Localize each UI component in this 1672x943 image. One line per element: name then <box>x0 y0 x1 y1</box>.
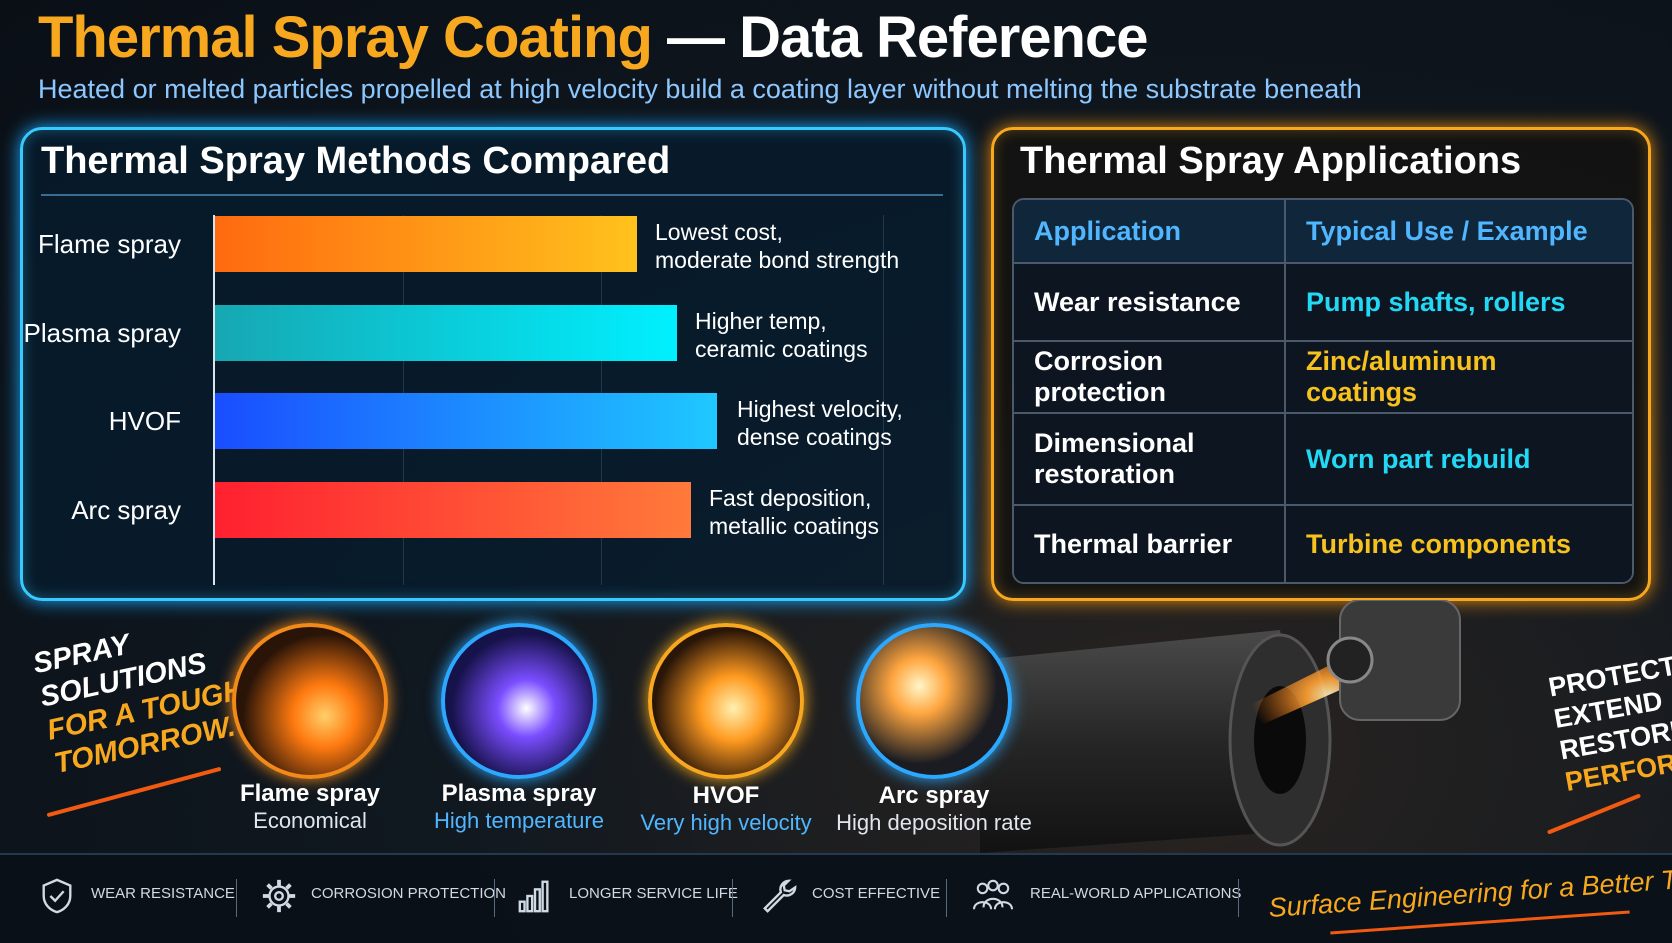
example-cell: Pump shafts, rollers <box>1284 262 1632 340</box>
application-cell: Dimensional restoration <box>1014 412 1284 504</box>
application-cell: Corrosion protection <box>1014 340 1284 412</box>
example-cell: Zinc/aluminum coatings <box>1284 340 1632 412</box>
grid-line <box>883 215 884 585</box>
footer-divider <box>946 879 947 917</box>
bar-label-plasma: Plasma spray <box>23 318 182 348</box>
hvof-spray-image <box>648 623 804 779</box>
column-header-example: Typical Use / Example <box>1284 200 1632 262</box>
column-header-application: Application <box>1014 200 1284 262</box>
footer-divider <box>494 879 495 917</box>
footer-item: COST EFFECTIVE <box>812 885 941 902</box>
title-divider <box>41 194 943 196</box>
people-icon <box>972 879 1014 910</box>
shield-check-icon <box>42 878 72 914</box>
footer-divider <box>1238 879 1239 917</box>
arc-spray-image <box>856 623 1012 779</box>
applications-panel-title: Thermal Spray Applications <box>1020 140 1522 182</box>
chart-axis <box>213 215 215 585</box>
methods-panel-title: Thermal Spray Methods Compared <box>41 140 671 182</box>
bar-chart-icon <box>518 880 549 913</box>
plasma-spray-image <box>441 623 597 779</box>
bar-flame <box>215 216 637 272</box>
bar-hvof <box>215 393 717 449</box>
footer-item: REAL-WORLD APPLICATIONS <box>1030 885 1242 902</box>
footer-bar: WEAR RESISTANCE CORROSION PROTECTION LON… <box>0 853 1672 943</box>
example-cell: Turbine components <box>1284 504 1632 582</box>
footer-item: CORROSION PROTECTION <box>311 885 507 902</box>
method-sub: High deposition rate <box>836 810 1032 835</box>
wrench-icon <box>763 879 797 913</box>
flame-spray-image <box>232 623 388 779</box>
page-title: Thermal Spray Coating — Data Reference <box>38 4 1148 71</box>
method-name: Flame spray <box>239 780 381 807</box>
bar-note-arc: Fast deposition, metallic coatings <box>709 485 880 539</box>
bar-arc <box>215 482 691 538</box>
table-row: Dimensional restoration Worn part rebuil… <box>1014 412 1632 504</box>
applications-panel: Thermal Spray Applications Application T… <box>991 127 1651 601</box>
applications-table: Application Typical Use / Example Wear r… <box>1012 198 1634 584</box>
bar-note-plasma: Higher temp, ceramic coatings <box>695 308 868 362</box>
slogan-right: PROTECT EXTEND RESTORE PERFORM <box>1546 650 1672 798</box>
application-cell: Thermal barrier <box>1014 504 1284 582</box>
example-cell: Worn part rebuild <box>1284 412 1632 504</box>
method-name: HVOF <box>692 782 760 809</box>
page-subtitle: Heated or melted particles propelled at … <box>38 74 1362 104</box>
application-cell: Wear resistance <box>1014 262 1284 340</box>
footer-item: LONGER SERVICE LIFE <box>569 885 738 902</box>
method-sub: Very high velocity <box>640 810 812 835</box>
gear-icon <box>262 879 296 913</box>
footer-divider <box>236 879 237 917</box>
method-sub: Economical <box>253 808 367 833</box>
title-rest: — Data Reference <box>667 5 1148 70</box>
methods-panel: Thermal Spray Methods Compared Flame spr… <box>20 127 966 601</box>
method-name: Arc spray <box>878 782 990 809</box>
pipe-illustration <box>980 600 1461 853</box>
bar-plasma <box>215 305 677 361</box>
bar-label-hvof: HVOF <box>108 406 181 436</box>
footer-divider <box>732 879 733 917</box>
method-sub: High temperature <box>434 808 604 833</box>
table-header-row: Application Typical Use / Example <box>1014 200 1632 262</box>
table-row: Thermal barrier Turbine components <box>1014 504 1632 582</box>
footer-item: WEAR RESISTANCE <box>91 885 235 902</box>
bar-label-flame: Flame spray <box>37 229 181 259</box>
bar-note-hvof: Highest velocity, dense coatings <box>737 396 903 450</box>
bar-label-arc: Arc spray <box>71 495 181 525</box>
table-row: Wear resistance Pump shafts, rollers <box>1014 262 1632 340</box>
table-row: Corrosion protection Zinc/aluminum coati… <box>1014 340 1632 412</box>
title-highlight: Thermal Spray Coating <box>38 5 653 70</box>
method-name: Plasma spray <box>441 780 597 807</box>
bar-note-flame: Lowest cost, moderate bond strength <box>655 219 900 273</box>
